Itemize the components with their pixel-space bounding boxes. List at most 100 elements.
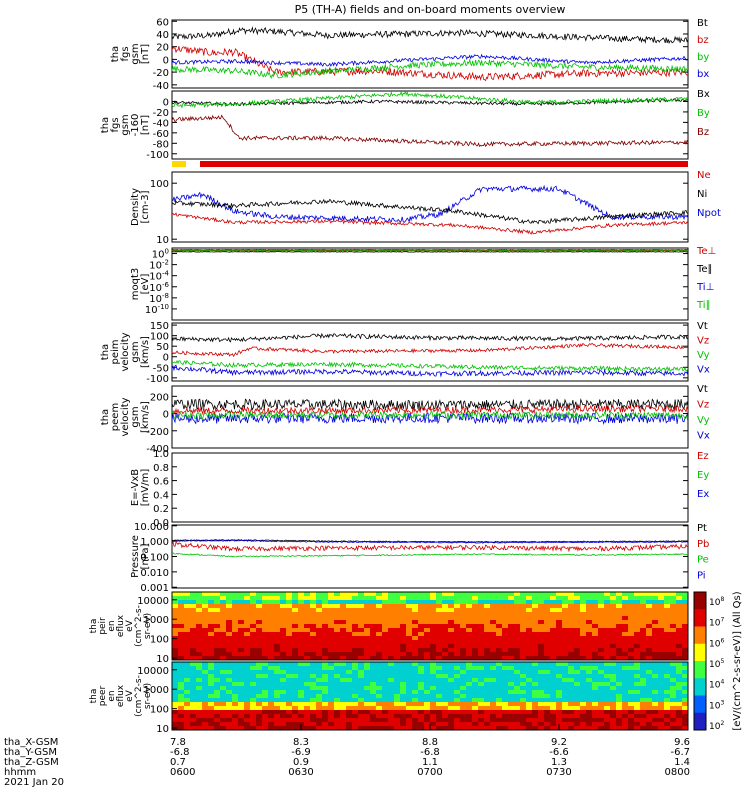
spectrogram-cell [442,682,449,687]
spectrogram-cell [280,640,287,645]
spectrogram-cell [442,690,449,695]
spectrogram-cell [430,644,437,649]
spectrogram-cell [340,636,347,641]
spectrogram-cell [298,632,305,637]
spectrogram-cell [316,648,323,653]
spectrogram-cell [292,616,299,621]
spectrogram-cell [634,702,641,707]
legend-Npot: Npot [697,208,721,219]
spectrogram-cell [196,702,203,707]
spectrogram-cell [214,670,221,675]
spectrogram-cell [232,710,239,715]
spectrogram-cell [574,652,581,657]
spectrogram-cell [442,678,449,683]
spectrogram-cell [208,600,215,605]
spectrogram-cell [388,690,395,695]
spectrogram-cell [232,698,239,703]
spectrogram-cell [580,722,587,727]
spectrogram-cell [352,690,359,695]
spectrogram-cell [382,718,389,723]
spectrogram-cell [424,640,431,645]
spectrogram-cell [502,624,509,629]
spectrogram-cell [340,648,347,653]
spectrogram-cell [196,640,203,645]
spectrogram-cell [244,714,251,719]
spectrogram-cell [412,648,419,653]
spectrogram-cell [616,656,623,661]
spectrogram-cell [340,698,347,703]
spectrogram-cell [556,632,563,637]
spectrogram-cell [424,674,431,679]
spectrogram-cell [628,674,635,679]
spectrogram-cell [622,674,629,679]
spectrogram-cell [490,616,497,621]
spectrogram-cell [526,624,533,629]
spectrogram-cell [616,694,623,699]
spectrogram-cell [286,694,293,699]
spectrogram-cell [574,592,581,597]
spectrogram-cell [676,682,683,687]
spectrogram-cell [448,710,455,715]
spectrogram-cell [676,624,683,629]
spectrogram-cell [544,678,551,683]
spectrogram-cell [556,686,563,691]
spectrogram-cell [502,652,509,657]
spectrogram-cell [676,694,683,699]
spectrogram-cell [508,600,515,605]
series-Ne [171,212,689,235]
spectrogram-cell [466,690,473,695]
spectrogram-cell [418,714,425,719]
spectrogram-cell [562,710,569,715]
spectrogram-cell [382,612,389,617]
spectrogram-cell [478,604,485,609]
spectrogram-cell [334,620,341,625]
spectrogram-cell [484,686,491,691]
spectrogram-cell [646,710,653,715]
spectrogram-cell [352,612,359,617]
spectrogram-cell [574,612,581,617]
spectrogram-cell [328,600,335,605]
spectrogram-cell [598,686,605,691]
spectrogram-cell [508,620,515,625]
spectrogram-cell [364,600,371,605]
spectrogram-cell [352,682,359,687]
spectrogram-cell [550,604,557,609]
spectrogram-cell [586,694,593,699]
spectrogram-cell [334,652,341,657]
spectrogram-cell [592,718,599,723]
spectrogram-cell [586,718,593,723]
spectrogram-cell [256,624,263,629]
spectrogram-cell [658,604,665,609]
spectrogram-cell [646,662,653,667]
legend-Te∥: Te∥ [696,264,713,275]
spectrogram-cell [268,666,275,671]
spectrogram-cell [400,694,407,699]
spectrogram-cell [232,690,239,695]
spectrogram-cell [508,662,515,667]
spectrogram-cell [466,600,473,605]
spectrogram-cell [406,616,413,621]
spectrogram-cell [628,624,635,629]
spectrogram-cell [244,702,251,707]
spectrogram-cell [646,648,653,653]
spectrogram-cell [436,662,443,667]
spectrogram-cell [484,624,491,629]
spectrogram-cell [532,616,539,621]
y-tick-label: 0.4 [153,490,169,501]
spectrogram-cell [262,600,269,605]
spectrogram-cell [472,652,479,657]
spectrogram-cell [466,674,473,679]
spectrogram-cell [406,640,413,645]
spectrogram-cell [490,596,497,601]
spectrogram-cell [472,666,479,671]
spectrogram-cell [202,662,209,667]
spectrogram-cell [400,722,407,727]
spectrogram-cell [460,640,467,645]
spectrogram-cell [184,722,191,727]
spectrogram-cell [412,666,419,671]
spectrogram-cell [244,596,251,601]
spectrogram-cell [322,706,329,711]
spectrogram-cell [622,648,629,653]
spectrogram-cell [370,632,377,637]
spectrogram-cell [574,604,581,609]
